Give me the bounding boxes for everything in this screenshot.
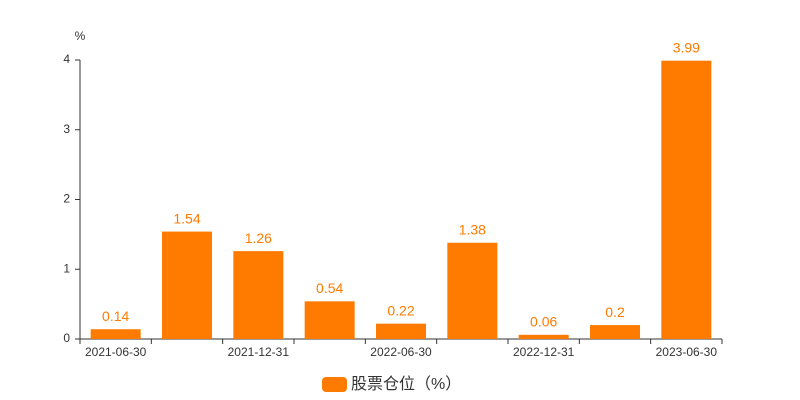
bar [518,334,569,339]
bar [304,301,355,339]
value-label: 0.54 [316,280,343,296]
x-tick-label: 2023-06-30 [656,345,718,359]
bar [90,329,141,339]
bar [376,323,426,339]
y-tick-label: 3 [63,122,70,136]
value-label: 0.22 [387,302,414,318]
x-tick-label: 2021-12-31 [228,345,290,359]
bar [590,325,640,339]
value-label: 1.54 [173,210,200,226]
y-axis-unit: % [75,29,86,43]
y-tick-label: 0 [63,331,70,345]
y-tick-label: 4 [63,52,70,66]
y-tick-label: 1 [63,261,70,275]
bar [447,242,498,339]
y-tick-label: 2 [63,192,70,206]
legend-label: 股票仓位（%） [351,375,461,393]
x-tick-label: 2022-12-31 [513,345,575,359]
value-label: 0.06 [530,314,557,330]
value-label: 0.2 [605,304,625,320]
x-tick-label: 2022-06-30 [370,345,432,359]
value-label: 3.99 [673,39,700,55]
value-label: 1.38 [459,221,486,237]
bar [661,60,712,339]
value-label: 0.14 [102,308,129,324]
bar [162,231,212,339]
x-tick-label: 2021-06-30 [85,345,147,359]
legend-swatch [322,377,347,392]
bar [233,251,284,339]
value-label: 1.26 [245,230,272,246]
